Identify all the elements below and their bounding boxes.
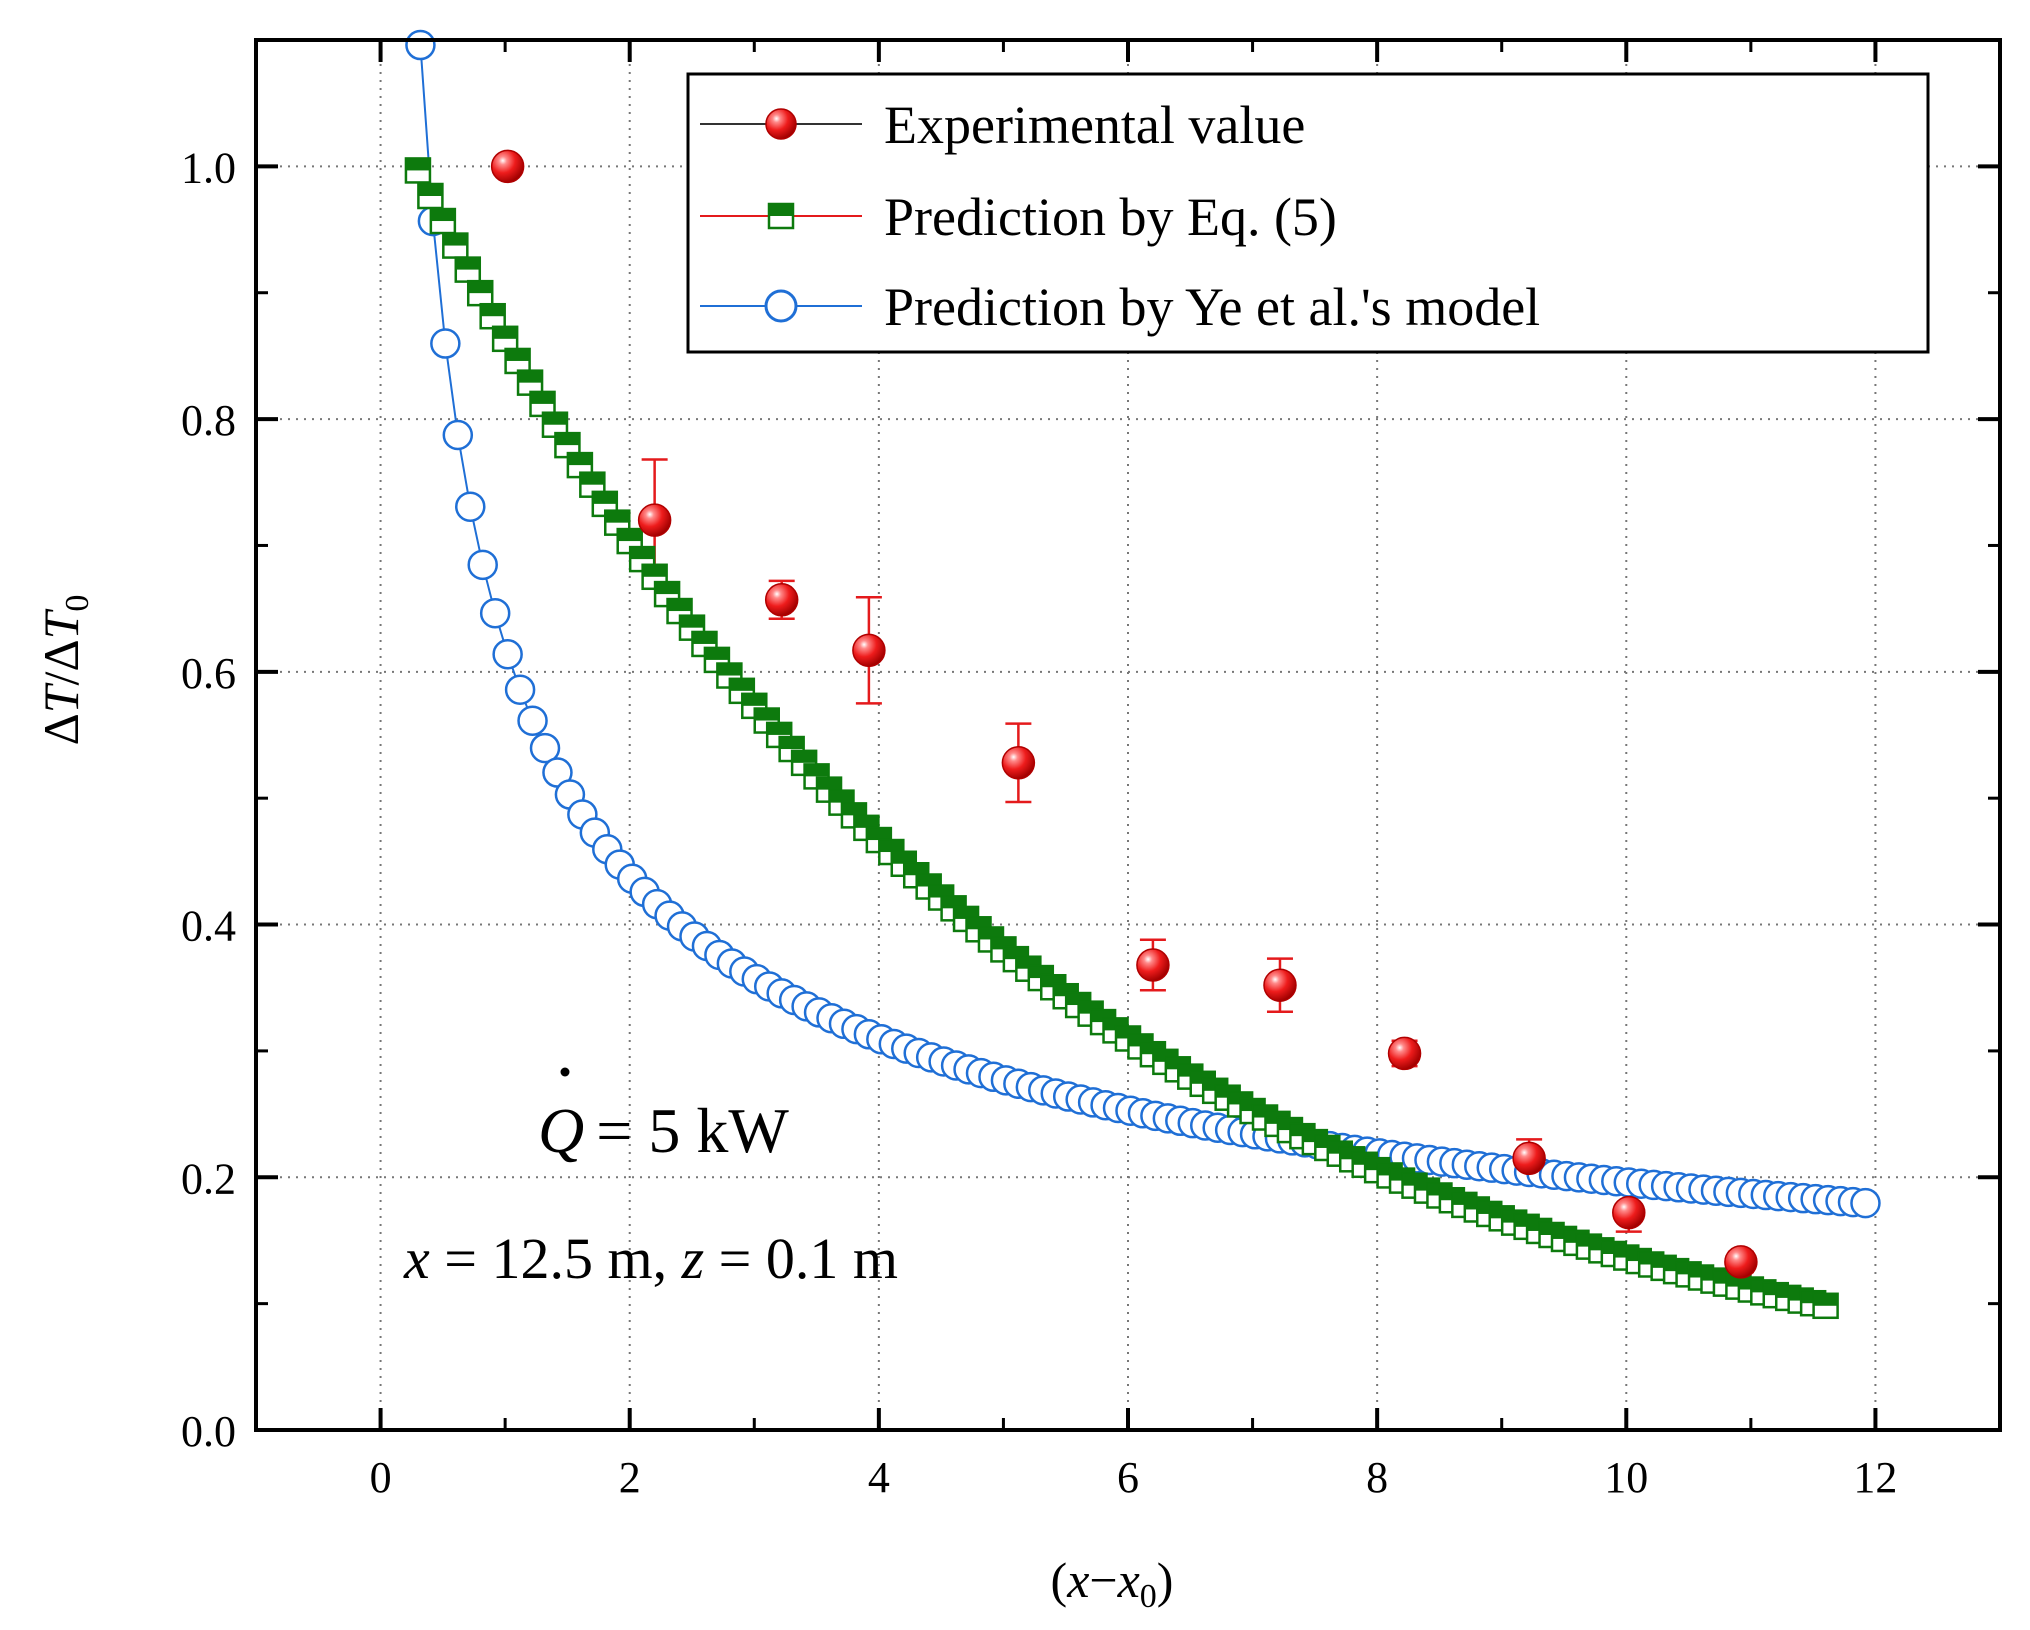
y-tick-label: 0.8: [181, 396, 236, 445]
legend-marker-eq5: [767, 202, 795, 230]
x-tick-label: 8: [1366, 1453, 1388, 1502]
ye-model-point: [504, 674, 536, 705]
ye-model-point: [455, 491, 486, 522]
experimental-point: [1263, 968, 1297, 1002]
y-tick-label: 0.0: [181, 1407, 236, 1456]
legend-label-ye: Prediction by Ye et al.'s model: [884, 277, 1540, 337]
experimental-point: [1724, 1245, 1758, 1279]
experimental-point: [490, 149, 525, 184]
experimental-point: [764, 583, 799, 617]
legend-label-experimental: Experimental value: [884, 95, 1305, 155]
x-tick-label: 10: [1604, 1453, 1648, 1502]
axis-tick-labels: 0 2 4 6 8 10 12 0.0 0.2 0.4 0.6 0.8 1.0: [181, 143, 1897, 1502]
x-axis-title: (x−x0): [1051, 1552, 1174, 1615]
x-tick-label: 4: [868, 1453, 890, 1502]
x-tick-label: 12: [1853, 1453, 1897, 1502]
eq5-point: [616, 527, 643, 555]
ye-model-point: [405, 29, 436, 61]
eq5-point: [491, 325, 519, 353]
eq5-point: [404, 157, 432, 184]
experimental-point: [1136, 948, 1170, 982]
ye-model-point: [1850, 1187, 1881, 1219]
experimental-point: [1001, 746, 1036, 780]
eq5-point: [803, 763, 830, 790]
legend-entry-experimental: Experimental value: [700, 95, 1305, 155]
eq5-point: [1812, 1292, 1839, 1320]
ye-model-point: [517, 705, 548, 736]
x-tick-label: 0: [370, 1453, 392, 1502]
ye-model-point: [529, 732, 561, 764]
axis-ticks: [254, 38, 2002, 1432]
eq5-point: [429, 207, 457, 235]
legend: Experimental value Prediction by Eq. (5)…: [686, 72, 1930, 354]
y-tick-label: 0.4: [181, 902, 236, 951]
experimental-point: [852, 633, 886, 668]
eq5-point: [466, 279, 494, 307]
series-experimental: [490, 149, 1758, 1279]
eq5-point: [641, 563, 668, 591]
x-tick-label: 2: [619, 1453, 641, 1502]
legend-label-eq5: Prediction by Eq. (5): [884, 187, 1337, 247]
eq5-point: [417, 182, 444, 210]
ye-model-point: [442, 419, 474, 451]
ye-model-point: [430, 328, 461, 359]
experimental-point: [1387, 1036, 1422, 1071]
legend-marker-experimental: [765, 108, 797, 140]
annotation-q-label: Q = 5 kW: [538, 1095, 789, 1166]
annotation-conditions: x = 12.5 m, z = 0.1 m: [403, 1226, 898, 1291]
y-tick-label: 0.6: [181, 649, 236, 698]
ye-model-point: [479, 597, 511, 629]
eq5-point: [442, 232, 469, 259]
x-tick-label: 6: [1117, 1453, 1139, 1502]
eq5-point: [454, 256, 482, 283]
legend-entry-ye: Prediction by Ye et al.'s model: [700, 277, 1540, 337]
legend-box: [686, 72, 1930, 354]
eq5-point: [504, 347, 531, 375]
experimental-point: [1512, 1141, 1546, 1176]
y-tick-label: 1.0: [181, 143, 236, 192]
eq5-point: [516, 369, 544, 396]
experimental-point: [1612, 1195, 1646, 1230]
legend-marker-ye: [764, 289, 798, 323]
q-dot: [560, 1067, 570, 1077]
experimental-point: [637, 503, 672, 537]
ye-model-point: [492, 639, 523, 670]
series-eq5: [404, 157, 1839, 1320]
annotation-heat-release: Q = 5 kW: [538, 1067, 789, 1166]
eq5-point: [479, 302, 506, 330]
y-axis-title: ΔT/ΔT0: [33, 595, 96, 746]
ye-model-point: [467, 549, 498, 581]
legend-entry-eq5: Prediction by Eq. (5): [700, 187, 1337, 247]
y-tick-label: 0.2: [181, 1154, 236, 1203]
eq5-point: [653, 580, 681, 608]
